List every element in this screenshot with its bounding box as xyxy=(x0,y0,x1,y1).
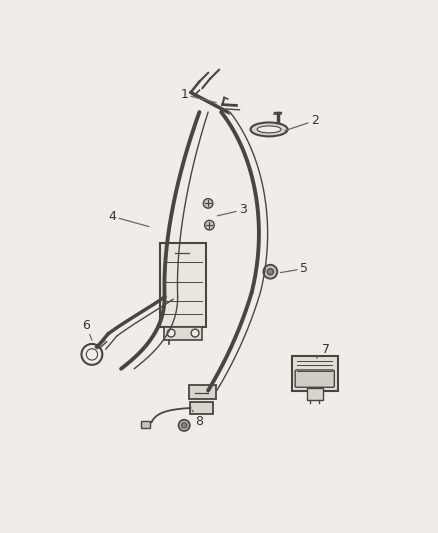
Circle shape xyxy=(263,265,277,279)
FancyBboxPatch shape xyxy=(307,388,322,400)
Circle shape xyxy=(182,423,187,428)
Text: 3: 3 xyxy=(217,204,247,216)
Circle shape xyxy=(167,329,175,337)
FancyBboxPatch shape xyxy=(160,243,206,327)
Circle shape xyxy=(205,220,214,230)
Circle shape xyxy=(191,329,199,337)
FancyBboxPatch shape xyxy=(188,385,215,399)
Ellipse shape xyxy=(257,126,281,133)
Text: 1: 1 xyxy=(180,88,216,103)
FancyBboxPatch shape xyxy=(292,356,338,391)
Text: 4: 4 xyxy=(109,210,149,227)
Circle shape xyxy=(179,419,190,431)
FancyBboxPatch shape xyxy=(164,327,202,340)
Text: 5: 5 xyxy=(280,262,308,275)
Text: 8: 8 xyxy=(192,410,203,427)
Text: 6: 6 xyxy=(82,319,92,340)
Ellipse shape xyxy=(251,123,288,136)
Text: 2: 2 xyxy=(285,114,319,131)
Text: 7: 7 xyxy=(317,343,330,358)
FancyBboxPatch shape xyxy=(295,370,334,387)
Circle shape xyxy=(267,269,273,275)
FancyBboxPatch shape xyxy=(190,402,213,415)
Circle shape xyxy=(203,199,213,208)
FancyBboxPatch shape xyxy=(141,421,150,427)
